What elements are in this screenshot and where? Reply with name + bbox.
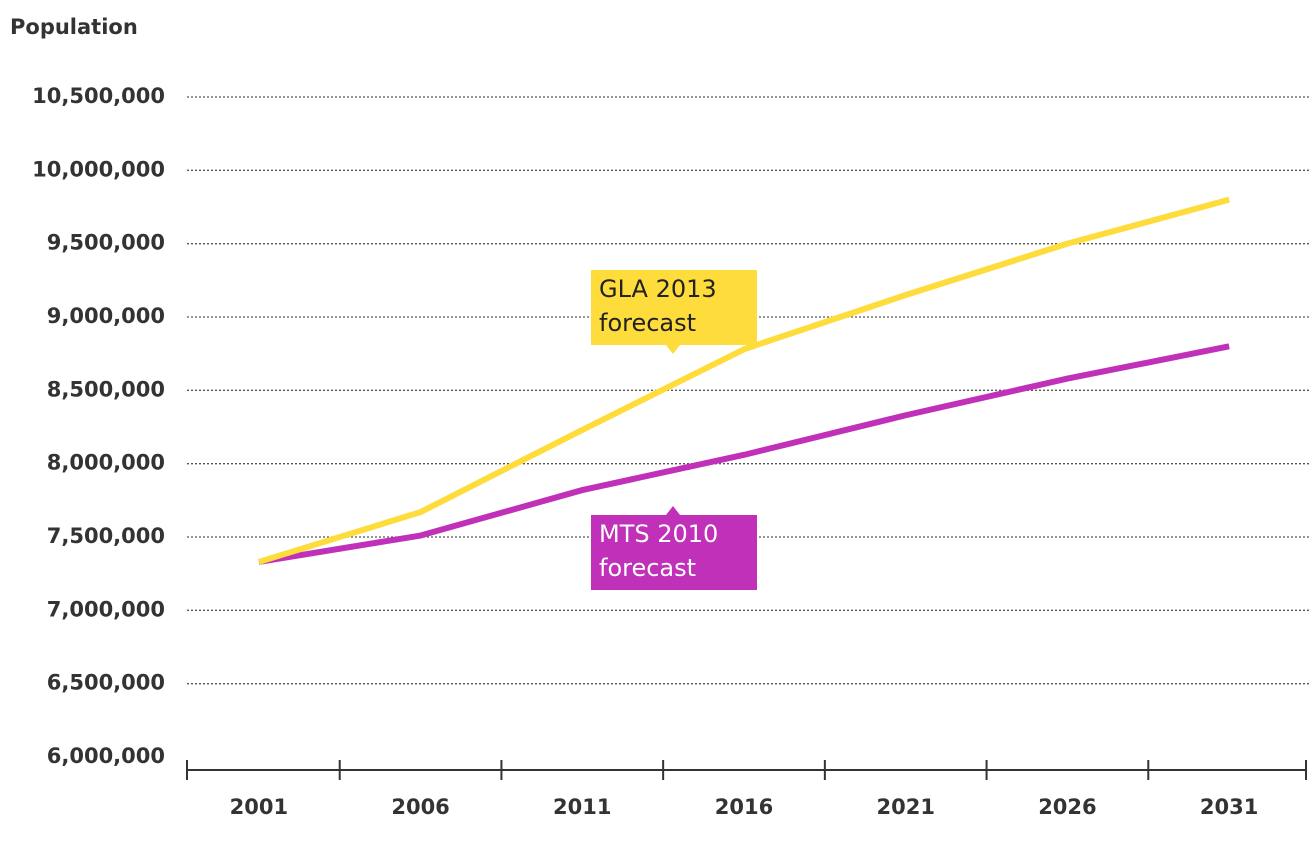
annotation: GLA 2013 forecast: [591, 270, 757, 354]
series-line: [257, 196, 1230, 565]
annotation-box: [591, 270, 757, 345]
annotation-pointer: [666, 506, 680, 515]
annotation-text: MTS 2010: [599, 520, 718, 548]
x-tick-label: 2026: [1038, 795, 1096, 819]
annotation-text: forecast: [599, 554, 696, 582]
annotation-box: [591, 515, 757, 590]
y-tick-label: 8,000,000: [47, 451, 165, 475]
y-tick-label: 7,500,000: [47, 524, 165, 548]
annotation-pointer: [666, 345, 680, 354]
series-line: [258, 343, 1230, 565]
y-tick-label: 9,500,000: [47, 231, 165, 255]
y-tick-label: 10,500,000: [32, 84, 165, 108]
y-axis-label: Population: [10, 15, 138, 39]
x-tick-label: 2006: [391, 795, 449, 819]
annotation-text: forecast: [599, 309, 696, 337]
y-tick-label: 6,000,000: [47, 744, 165, 768]
y-tick-label: 8,500,000: [47, 377, 165, 401]
x-tick-label: 2021: [876, 795, 934, 819]
annotation: MTS 2010 forecast: [591, 506, 757, 590]
x-tick-label: 2031: [1200, 795, 1258, 819]
y-tick-label: 6,500,000: [47, 671, 165, 695]
y-tick-label: 9,000,000: [47, 304, 165, 328]
x-tick-label: 2016: [715, 795, 773, 819]
x-tick-label: 2001: [230, 795, 288, 819]
y-tick-label: 7,000,000: [47, 597, 165, 621]
annotation-text: GLA 2013: [599, 275, 717, 303]
x-tick-label: 2011: [553, 795, 611, 819]
y-tick-label: 10,000,000: [32, 157, 165, 181]
